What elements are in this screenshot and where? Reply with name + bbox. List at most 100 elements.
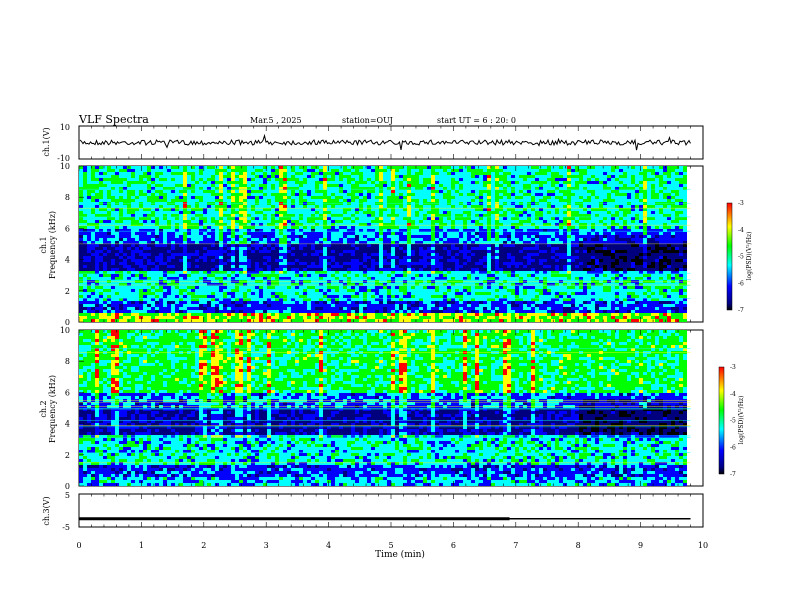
spectrogram-cell bbox=[191, 241, 195, 244]
spectrogram-cell bbox=[95, 295, 99, 298]
spectrogram-cell bbox=[215, 256, 219, 259]
spectrogram-cell bbox=[271, 271, 275, 274]
spectrogram-cell bbox=[207, 235, 211, 238]
spectrogram-cell bbox=[431, 241, 435, 244]
spectrogram-cell bbox=[107, 307, 111, 310]
spectrogram-cell bbox=[159, 274, 163, 277]
spectrogram-cell bbox=[195, 271, 199, 274]
spectrogram-cell bbox=[263, 229, 267, 232]
spectrogram-cell bbox=[263, 181, 267, 184]
spectrogram-cell bbox=[207, 241, 211, 244]
spectrogram-cell bbox=[403, 289, 407, 292]
spectrogram-cell bbox=[239, 286, 243, 289]
spectrogram-cell bbox=[447, 166, 451, 169]
spectrogram-cell bbox=[99, 307, 103, 310]
spectrogram-cell bbox=[159, 199, 163, 202]
spectrogram-cell bbox=[139, 295, 143, 298]
spectrogram-cell bbox=[351, 214, 355, 217]
spectrogram-cell bbox=[395, 217, 399, 220]
spectrogram-cell bbox=[399, 211, 403, 214]
spectrogram-cell bbox=[259, 265, 263, 268]
spectrogram-cell bbox=[215, 316, 219, 319]
spectrogram-cell bbox=[351, 178, 355, 181]
spectrogram-cell bbox=[291, 286, 295, 289]
spectrogram-cell bbox=[191, 244, 195, 247]
spectrogram-cell bbox=[103, 193, 107, 196]
spectrogram-cell bbox=[243, 289, 247, 292]
spectrogram-cell bbox=[295, 298, 299, 301]
spectrogram-cell bbox=[131, 217, 135, 220]
spectrogram-cell bbox=[303, 196, 307, 199]
spectrogram-cell bbox=[147, 268, 151, 271]
spectrogram-cell bbox=[107, 199, 111, 202]
spectrogram-cell bbox=[119, 226, 123, 229]
spectrogram-cell bbox=[363, 313, 367, 316]
spectrogram-cell bbox=[167, 277, 171, 280]
spectrogram-cell bbox=[303, 178, 307, 181]
spectrogram-cell bbox=[271, 295, 275, 298]
spectrogram-cell bbox=[251, 205, 255, 208]
spectrogram-cell bbox=[447, 313, 451, 316]
spectrogram-cell bbox=[379, 211, 383, 214]
spectrogram-cell bbox=[79, 292, 83, 295]
spectrogram-cell bbox=[219, 214, 223, 217]
spectrogram-cell bbox=[239, 262, 243, 265]
spectrogram-cell bbox=[175, 229, 179, 232]
spectrogram-cell bbox=[259, 289, 263, 292]
spectrogram-cell bbox=[315, 169, 319, 172]
spectrogram-cell bbox=[223, 319, 227, 322]
spectrogram-cell bbox=[123, 292, 127, 295]
spectrogram-cell bbox=[223, 193, 227, 196]
spectrogram-cell bbox=[79, 205, 83, 208]
spectrogram-cell bbox=[131, 175, 135, 178]
spectrogram-cell bbox=[315, 217, 319, 220]
spectrogram-cell bbox=[419, 181, 423, 184]
spectrogram-cell bbox=[287, 223, 291, 226]
spectrogram-cell bbox=[131, 310, 135, 313]
spectrogram-cell bbox=[283, 244, 287, 247]
spectrogram-cell bbox=[167, 274, 171, 277]
spectrogram-cell bbox=[119, 232, 123, 235]
spectrogram-cell bbox=[327, 166, 331, 169]
spectrogram-cell bbox=[287, 277, 291, 280]
spectrogram-cell bbox=[407, 304, 411, 307]
spectrogram-cell bbox=[439, 190, 443, 193]
spectrogram-cell bbox=[175, 295, 179, 298]
spectrogram-cell bbox=[155, 292, 159, 295]
spectrogram-cell bbox=[415, 217, 419, 220]
spectrogram-cell bbox=[79, 307, 83, 310]
spectrogram-cell bbox=[119, 205, 123, 208]
spectrogram-cell bbox=[283, 295, 287, 298]
spectrogram-cell bbox=[307, 187, 311, 190]
spectrogram-cell bbox=[367, 313, 371, 316]
spectrogram-cell bbox=[155, 181, 159, 184]
spectrogram-cell bbox=[347, 256, 351, 259]
spectrogram-cell bbox=[231, 274, 235, 277]
spectrogram-cell bbox=[427, 205, 431, 208]
spectrogram-cell bbox=[131, 295, 135, 298]
spectrogram-cell bbox=[423, 205, 427, 208]
spectrogram-cell bbox=[251, 262, 255, 265]
spectrogram-cell bbox=[395, 271, 399, 274]
spectrogram-cell bbox=[451, 289, 455, 292]
spectrogram-cell bbox=[311, 184, 315, 187]
spectrogram-cell bbox=[331, 286, 335, 289]
spectrogram-cell bbox=[339, 223, 343, 226]
spectrogram-cell bbox=[195, 235, 199, 238]
spectrogram-cell bbox=[411, 286, 415, 289]
spectrogram-cell bbox=[371, 178, 375, 181]
spectrogram-cell bbox=[443, 268, 447, 271]
spectrogram-cell bbox=[199, 196, 203, 199]
spectrogram-cell bbox=[339, 208, 343, 211]
spectrogram-cell bbox=[147, 172, 151, 175]
spectrogram-cell bbox=[351, 286, 355, 289]
spectrogram-cell bbox=[235, 169, 239, 172]
spectrogram-cell bbox=[375, 256, 379, 259]
spectrogram-cell bbox=[415, 268, 419, 271]
spectrogram-cell bbox=[311, 250, 315, 253]
spectrogram-cell bbox=[119, 193, 123, 196]
spectrogram-cell bbox=[355, 268, 359, 271]
spectrogram-cell bbox=[223, 235, 227, 238]
spectrogram-cell bbox=[275, 283, 279, 286]
spectrogram-cell bbox=[267, 178, 271, 181]
